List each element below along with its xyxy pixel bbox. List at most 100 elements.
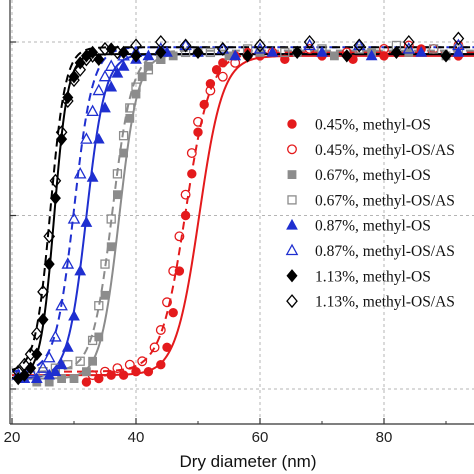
data-point [73, 167, 87, 179]
series-4 [25, 40, 464, 380]
data-point [100, 259, 110, 269]
data-point [18, 368, 30, 382]
data-point [155, 45, 167, 60]
legend-label: 0.45%, methyl-OS [315, 117, 431, 134]
data-point [18, 357, 31, 372]
data-point [49, 191, 61, 205]
legend-label: 1.13%, methyl-OS/AS [315, 294, 455, 311]
data-point [69, 374, 79, 383]
data-point [205, 85, 216, 96]
data-point [124, 359, 135, 370]
fit-curve [12, 53, 474, 380]
data-point [137, 72, 147, 82]
fit-curve [11, 46, 474, 371]
data-point [74, 62, 87, 77]
data-point [143, 65, 154, 75]
data-point [43, 229, 56, 244]
fit-curve [12, 51, 474, 373]
data-point [98, 69, 112, 82]
data-point [106, 214, 116, 224]
data-point [49, 330, 62, 342]
data-point [193, 116, 203, 127]
data-point [118, 131, 129, 141]
legend-label: 0.87%, methyl-OS/AS [315, 243, 455, 260]
data-point [415, 46, 428, 57]
data-point [111, 45, 124, 60]
data-point [193, 127, 203, 137]
data-point [99, 41, 111, 56]
data-point [82, 367, 91, 377]
fit-curves [11, 46, 474, 380]
legend-marker [287, 195, 297, 205]
data-point [440, 49, 452, 63]
data-point [280, 54, 290, 65]
data-point [199, 99, 209, 110]
data-point [92, 83, 106, 96]
legend-marker [287, 170, 297, 180]
data-point [131, 89, 141, 99]
data-point [229, 49, 242, 61]
fit-curve [11, 53, 474, 379]
data-point [55, 125, 68, 140]
data-point [125, 103, 135, 113]
data-point [205, 47, 216, 58]
data-point [216, 41, 229, 56]
data-point [379, 51, 389, 61]
data-point [86, 104, 99, 117]
x-axis-title: Dry diameter (nm) [180, 452, 317, 471]
data-point [88, 356, 97, 366]
data-point [25, 361, 37, 375]
data-point [86, 48, 99, 63]
data-point [155, 325, 166, 335]
fit-curve [11, 49, 474, 373]
data-point [149, 342, 160, 353]
data-point [303, 34, 316, 50]
data-point [242, 49, 254, 63]
data-point [93, 52, 105, 66]
legend-marker [287, 119, 297, 129]
data-point [113, 190, 122, 200]
data-point [352, 38, 366, 51]
data-point [180, 189, 191, 200]
data-point [36, 361, 50, 373]
legend-marker [287, 144, 297, 155]
data-point [87, 335, 98, 346]
data-point [205, 78, 216, 89]
data-point [30, 372, 43, 383]
data-point [192, 45, 204, 60]
data-point [365, 49, 378, 61]
data-point [402, 42, 416, 54]
data-point [37, 284, 49, 299]
data-point [106, 242, 116, 252]
data-point [61, 341, 74, 352]
data-point [80, 52, 93, 67]
data-point [86, 170, 99, 182]
data-point [42, 350, 56, 363]
data-point [130, 49, 142, 63]
legend-label: 0.87%, methyl-OS [315, 218, 431, 235]
data-point [316, 46, 328, 57]
data-point [168, 307, 178, 318]
data-point [156, 360, 166, 370]
x-tick-label: 20 [4, 429, 21, 446]
data-point [68, 73, 80, 88]
data-point [142, 49, 155, 61]
data-point [81, 377, 92, 387]
legend-marker [286, 294, 298, 309]
data-point [80, 132, 93, 144]
data-point [112, 363, 123, 374]
series-6 [11, 38, 465, 380]
data-point [55, 358, 68, 370]
data-point [353, 38, 366, 53]
data-point [92, 132, 105, 144]
plot-frame [9, 0, 474, 425]
legend-label: 0.67%, methyl-OS/AS [315, 192, 455, 209]
data-point [341, 49, 353, 63]
data-point [94, 301, 104, 311]
data-point [402, 34, 415, 50]
data-points [11, 31, 465, 387]
x-tick-label: 60 [252, 429, 269, 446]
data-point [218, 58, 228, 68]
legend-label: 0.45%, methyl-OS/AS [315, 142, 455, 159]
